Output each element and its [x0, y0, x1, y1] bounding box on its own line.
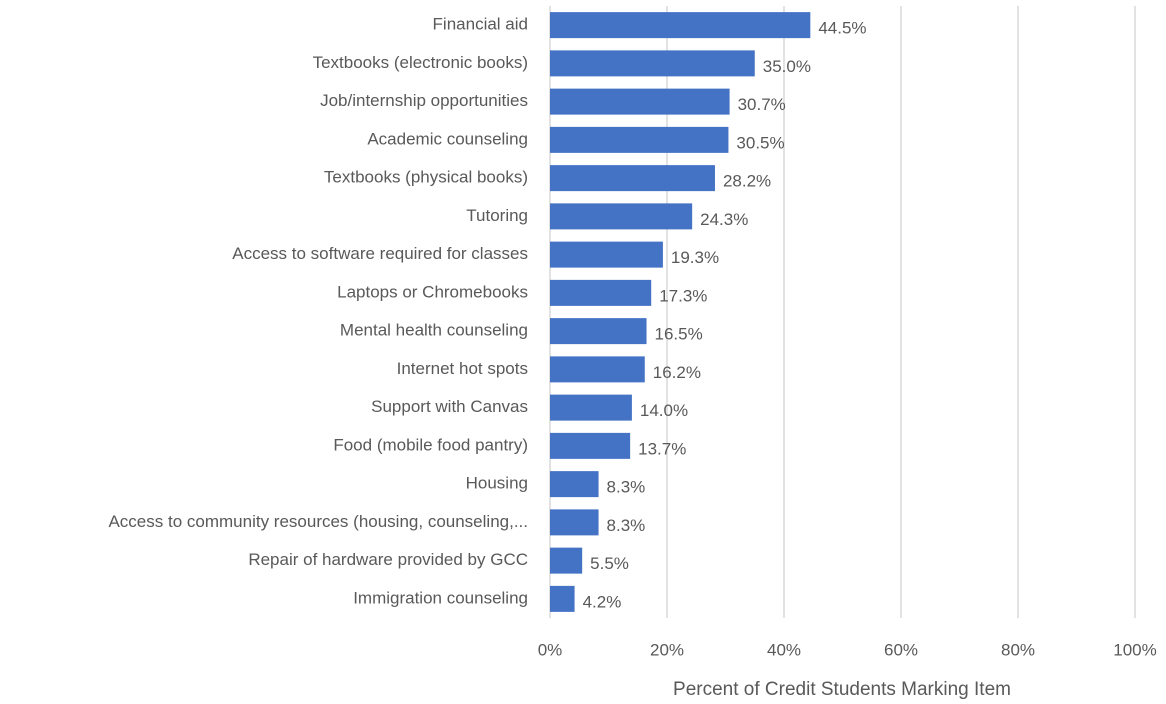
bar	[550, 279, 652, 306]
category-label: Housing	[466, 474, 528, 493]
data-label: 24.3%	[700, 210, 748, 229]
category-label: Textbooks (electronic books)	[313, 53, 528, 72]
x-axis-title: Percent of Credit Students Marking Item	[673, 679, 1011, 700]
bar	[550, 356, 645, 383]
category-label: Support with Canvas	[371, 397, 528, 416]
data-label: 35.0%	[763, 57, 811, 76]
data-label: 44.5%	[818, 19, 866, 38]
category-label: Job/internship opportunities	[320, 91, 528, 110]
bar	[550, 50, 755, 77]
x-tick-label: 40%	[767, 640, 801, 659]
data-label: 30.5%	[736, 133, 784, 152]
category-label: Laptops or Chromebooks	[337, 282, 528, 301]
bar	[550, 165, 715, 192]
category-label: Food (mobile food pantry)	[333, 435, 528, 454]
category-label: Mental health counseling	[340, 321, 528, 340]
bar	[550, 585, 575, 612]
category-label: Textbooks (physical books)	[324, 168, 528, 187]
bar	[550, 88, 730, 115]
bar	[550, 126, 729, 153]
category-label: Immigration counseling	[353, 588, 528, 607]
category-label: Access to software required for classes	[232, 244, 528, 263]
x-tick-label: 20%	[650, 640, 684, 659]
data-label: 14.0%	[640, 401, 688, 420]
data-label: 4.2%	[583, 592, 622, 611]
category-label: Internet hot spots	[397, 359, 528, 378]
bar	[550, 471, 599, 498]
data-label: 13.7%	[638, 439, 686, 458]
data-label: 16.5%	[655, 325, 703, 344]
data-label: 19.3%	[671, 248, 719, 267]
bar	[550, 203, 693, 230]
bar	[550, 547, 583, 574]
x-tick-label: 0%	[538, 640, 563, 659]
category-label: Access to community resources (housing, …	[108, 512, 528, 531]
data-label: 28.2%	[723, 172, 771, 191]
x-tick-label: 60%	[884, 640, 918, 659]
bar	[550, 394, 632, 421]
bar	[550, 509, 599, 536]
data-label: 5.5%	[590, 554, 629, 573]
x-tick-label: 100%	[1113, 640, 1156, 659]
bar	[550, 432, 631, 459]
data-label: 8.3%	[607, 516, 646, 535]
category-label: Tutoring	[466, 206, 528, 225]
data-label: 16.2%	[653, 363, 701, 382]
data-label: 30.7%	[738, 95, 786, 114]
bar	[550, 12, 811, 39]
bar	[550, 318, 647, 345]
category-label: Financial aid	[433, 15, 528, 34]
data-label: 17.3%	[659, 286, 707, 305]
bar	[550, 241, 663, 268]
data-label: 8.3%	[607, 478, 646, 497]
category-label: Academic counseling	[367, 129, 528, 148]
x-tick-label: 80%	[1001, 640, 1035, 659]
category-label: Repair of hardware provided by GCC	[248, 550, 528, 569]
